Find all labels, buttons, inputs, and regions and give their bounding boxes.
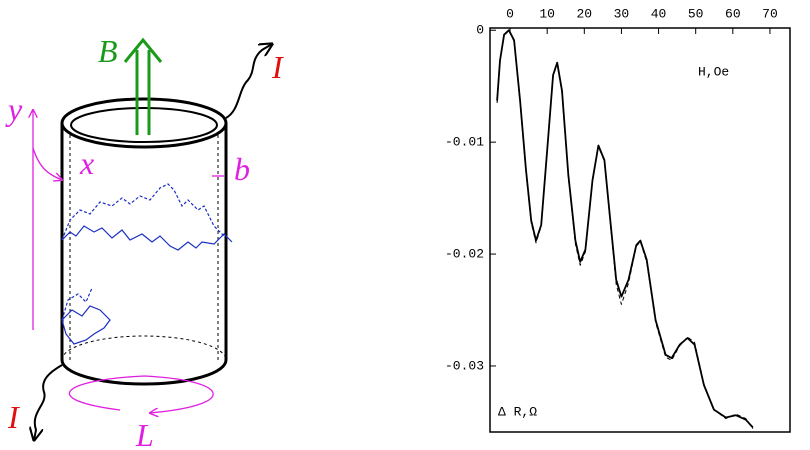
wire-bottom <box>34 364 63 440</box>
x-tick-label: 60 <box>725 6 741 21</box>
x-tick-label: 40 <box>651 6 667 21</box>
cylinder-front-edge <box>60 359 228 386</box>
plot-frame <box>489 27 791 433</box>
annotation: H,Oe <box>698 64 729 79</box>
data-line <box>496 29 754 429</box>
cylinder-top <box>60 97 228 149</box>
label-y: y <box>5 91 23 127</box>
label-b-field: B <box>98 33 118 69</box>
y-tick-label: -0.01 <box>445 135 484 150</box>
cylinder-back-edge <box>61 335 227 361</box>
x-tick-label: 10 <box>539 6 555 21</box>
x-tick-label: 20 <box>577 6 593 21</box>
axis-x-arrow <box>32 147 62 180</box>
y-tick-label: -0.03 <box>445 358 484 373</box>
path-back <box>61 183 225 241</box>
label-current: I <box>7 399 20 435</box>
cylinder-top-inner <box>70 107 218 143</box>
label-l: L <box>135 417 154 450</box>
path-loop-back <box>61 287 93 321</box>
y-tick-label: -0.02 <box>445 246 484 261</box>
path-loop <box>61 305 111 345</box>
cylinder-diagram: B I I y x b L <box>5 33 284 450</box>
field-arrow-head <box>123 37 163 63</box>
wire-top <box>225 44 272 119</box>
x-tick-label: 70 <box>762 6 778 21</box>
x-tick-label: 0 <box>506 6 514 21</box>
annotation: Δ R,Ω <box>498 404 537 419</box>
x-tick-label: 30 <box>614 6 630 21</box>
label-current: I <box>271 49 284 85</box>
label-b: b <box>234 151 250 187</box>
x-tick-label: 50 <box>688 6 704 21</box>
y-tick-label: 0 <box>476 23 484 38</box>
circumference-arrow <box>68 375 214 413</box>
data-line <box>496 29 754 429</box>
path-front <box>61 225 233 251</box>
label-x: x <box>79 145 94 181</box>
